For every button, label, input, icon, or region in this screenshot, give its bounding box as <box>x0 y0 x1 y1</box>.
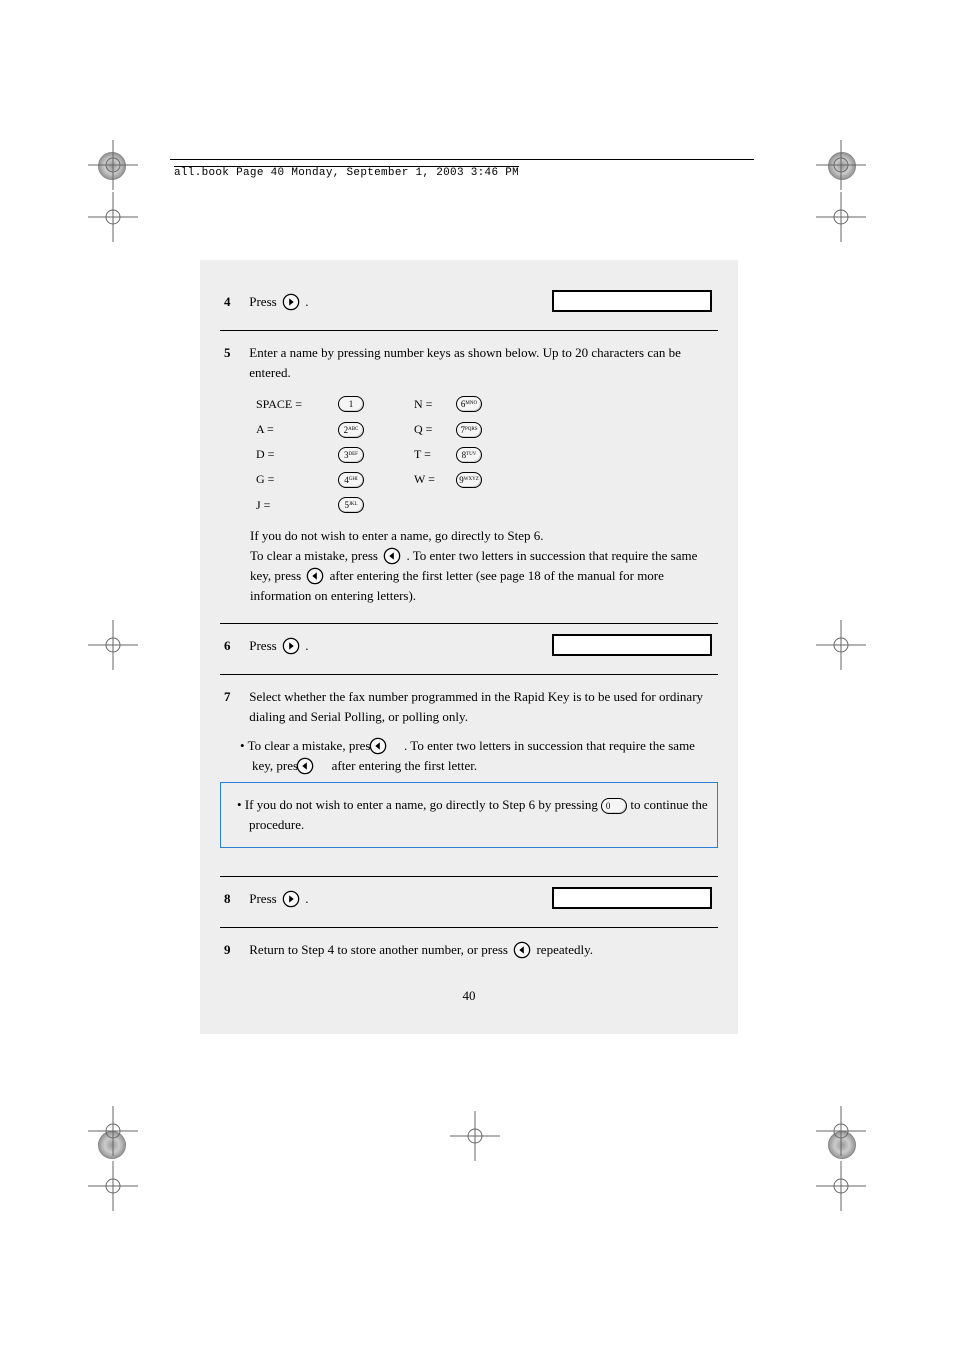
step7-b1a: To clear a mistake, press <box>248 738 379 753</box>
left-arrow-icon <box>513 941 531 959</box>
step6-pre: Press <box>249 638 280 653</box>
reg-mark-ml <box>88 620 138 670</box>
reg-mark-bl3 <box>88 1161 138 1211</box>
right-arrow-icon <box>282 637 300 655</box>
keypad-key-icon: 8TUV <box>456 447 482 463</box>
key-label: A = <box>256 417 336 440</box>
keypad-key-icon: 6MNO <box>456 396 482 412</box>
key-cell: 9WXYZ <box>456 468 490 491</box>
keypad-key-icon: 4GHI <box>338 472 364 488</box>
step6-number: 6 <box>224 636 246 656</box>
reg-circle-tl <box>98 152 126 180</box>
keypad-key-icon: 3DEF <box>338 447 364 463</box>
step9-body: Return to Step 4 to store another number… <box>249 940 713 960</box>
page-header-text: all.book Page 40 Monday, September 1, 20… <box>170 167 519 179</box>
step7-intro: Select whether the fax number programmed… <box>249 689 703 724</box>
step-5: 5 Enter a name by pressing number keys a… <box>220 330 718 623</box>
keypad-key-icon: 2ABC <box>338 422 364 438</box>
reg-circle-br <box>828 1131 856 1159</box>
keypad-row: D =3DEF T =8TUV <box>256 443 490 466</box>
step5-body: Enter a name by pressing number keys as … <box>249 343 713 382</box>
key-cell: 1 <box>338 392 372 415</box>
keypad-row: A =2ABC Q =7PQRS <box>256 417 490 440</box>
step5-number: 5 <box>224 343 246 363</box>
left-arrow-icon <box>383 547 401 565</box>
step7-bullet2: If you do not wish to enter a name, go d… <box>235 795 709 835</box>
display-box-step8 <box>552 887 712 909</box>
key-0-icon: 0 <box>601 798 627 814</box>
key-label: W = <box>374 468 454 491</box>
keypad-key-icon: 7PQRS <box>456 422 482 438</box>
step7-bullet1: To clear a mistake, press . To enter two… <box>238 736 714 776</box>
step5-intro: Enter a name by pressing number keys as … <box>249 345 681 380</box>
highlight-box: If you do not wish to enter a name, go d… <box>220 782 718 848</box>
step9-b: repeatedly. <box>536 942 593 957</box>
step7-b1c: after entering the first letter. <box>332 758 477 773</box>
step4-post: . <box>305 294 308 309</box>
key-cell: 2ABC <box>338 417 372 440</box>
step-9: 9 Return to Step 4 to store another numb… <box>220 927 718 978</box>
step-8: 8 Press . <box>220 876 718 927</box>
step4-number: 4 <box>224 292 246 312</box>
key-label: N = <box>374 392 454 415</box>
keypad-key-icon: 5JKL <box>338 497 364 513</box>
reg-mark-tl2 <box>88 192 138 242</box>
key-label: D = <box>256 443 336 466</box>
step8-number: 8 <box>224 889 246 909</box>
key-cell: 8TUV <box>456 443 490 466</box>
key-cell: 6MNO <box>456 392 490 415</box>
reg-mark-mr <box>816 620 866 670</box>
display-box-step6 <box>552 634 712 656</box>
step9-a: Return to Step 4 to store another number… <box>249 942 511 957</box>
left-arrow-icon <box>308 757 326 775</box>
step7-body: Select whether the fax number programmed… <box>249 687 713 726</box>
reg-mark-bc <box>450 1111 500 1161</box>
key-label: T = <box>374 443 454 466</box>
right-arrow-icon <box>282 890 300 908</box>
keypad-row: SPACE =1 N =6MNO <box>256 392 490 415</box>
key-label: SPACE = <box>256 392 336 415</box>
key-cell: 7PQRS <box>456 417 490 440</box>
key-label: Q = <box>374 417 454 440</box>
keypad-key-icon: 9WXYZ <box>456 472 482 488</box>
step7-number: 7 <box>224 687 246 707</box>
step8-pre: Press <box>249 891 280 906</box>
step-7: 7 Select whether the fax number programm… <box>220 674 718 876</box>
keypad-row: G =4GHI W =9WXYZ <box>256 468 490 491</box>
keypad-key-icon: 1 <box>338 396 364 412</box>
step5-line2: If you do not wish to enter a name, go d… <box>250 526 714 605</box>
key-cell: 3DEF <box>338 443 372 466</box>
step5-l2b: To clear a mistake, press <box>250 548 381 563</box>
key-cell: 5JKL <box>338 493 372 516</box>
step7-b2a: If you do not wish to enter a name, go d… <box>245 797 601 812</box>
reg-mark-br3 <box>816 1161 866 1211</box>
display-box-step4 <box>552 290 712 312</box>
step5-l2a: If you do not wish to enter a name, go d… <box>250 528 544 543</box>
keypad-mapping-table: SPACE =1 N =6MNO A =2ABC Q =7PQRS D =3DEF T =… <box>254 390 492 518</box>
step4-pre: Press <box>249 294 280 309</box>
step-4: 4 Press . <box>220 280 718 330</box>
keypad-row: J =5JKL <box>256 493 490 516</box>
page-number: 40 <box>220 988 718 1004</box>
step-6: 6 Press . <box>220 623 718 674</box>
key-cell: 4GHI <box>338 468 372 491</box>
step9-number: 9 <box>224 940 246 960</box>
reg-circle-bl <box>98 1131 126 1159</box>
step8-post: . <box>305 891 308 906</box>
key-cell <box>456 493 490 516</box>
right-arrow-icon <box>282 293 300 311</box>
key-label: G = <box>256 468 336 491</box>
page-header: all.book Page 40 Monday, September 1, 20… <box>170 159 754 180</box>
step6-post: . <box>305 638 308 653</box>
reg-circle-tr <box>828 152 856 180</box>
key-label: J = <box>256 493 336 516</box>
reg-mark-tr2 <box>816 192 866 242</box>
document-page: 4 Press . 5 Enter a name by pressing num… <box>200 260 738 1034</box>
left-arrow-icon <box>306 567 324 585</box>
left-arrow-icon <box>381 737 399 755</box>
key-label <box>374 493 454 516</box>
